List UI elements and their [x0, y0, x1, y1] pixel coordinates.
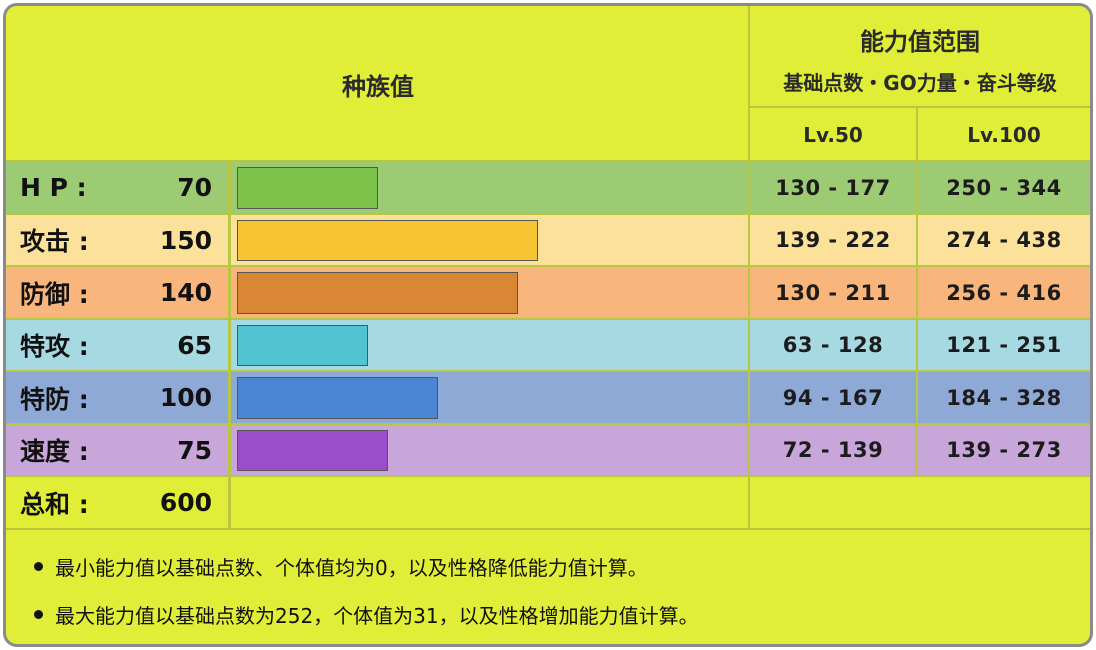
stat-row-label: 攻击 : 150: [6, 215, 228, 265]
stats-table: 种族值 能力值范围 基础点数・GO力量・奋斗等级 Lv.50 Lv.100 H …: [3, 3, 1093, 647]
divider: [6, 370, 1090, 372]
stat-name: 防御 :: [20, 279, 89, 309]
stat-bar-cell: [231, 320, 748, 370]
divider: [750, 106, 1090, 108]
base-stats-header-label: 种族值: [342, 72, 414, 101]
divider: [6, 160, 1090, 162]
stat-range-title: 能力值范围: [860, 28, 980, 56]
stat-bar-cell: [231, 215, 748, 265]
divider: [748, 6, 750, 528]
divider: [6, 265, 1090, 267]
bullet-icon: [34, 562, 43, 571]
note-max-text: 最大能力值以基础点数为252，个体值为31，以及性格增加能力值计算。: [55, 604, 699, 628]
lv50-range: 72 - 139: [750, 425, 916, 475]
lv100-range: 121 - 251: [918, 320, 1090, 370]
stat-range-subtitle: 基础点数・GO力量・奋斗等级: [783, 71, 1057, 95]
stat-row-label: H P : 70: [6, 162, 228, 213]
total-label: 总和 :: [20, 489, 89, 519]
stat-bar: [237, 325, 368, 366]
note-min-text: 最小能力值以基础点数、个体值均为0，以及性格降低能力值计算。: [55, 556, 648, 580]
stat-bar-cell: [231, 162, 748, 213]
lv100-range: 184 - 328: [918, 372, 1090, 423]
divider: [6, 423, 1090, 425]
stat-row-label: 速度 : 75: [6, 425, 228, 475]
divider: [916, 106, 918, 476]
base-stats-header: 种族值: [6, 6, 750, 162]
lv50-header: Lv.50: [750, 108, 916, 162]
note-max: 最大能力值以基础点数为252，个体值为31，以及性格增加能力值计算。: [34, 600, 699, 629]
stat-bar: [237, 377, 438, 419]
bullet-icon: [34, 610, 43, 619]
stat-bar-cell: [231, 425, 748, 475]
stat-bar-cell: [231, 372, 748, 423]
lv100-header-label: Lv.100: [967, 123, 1041, 147]
lv100-range: 256 - 416: [918, 267, 1090, 318]
stat-row-label: 特攻 : 65: [6, 320, 228, 370]
stat-bar: [237, 430, 388, 471]
stat-name: 攻击 :: [20, 227, 89, 256]
stat-name: 特防 :: [20, 384, 89, 414]
total-value: 600: [159, 488, 212, 517]
lv50-range: 94 - 167: [750, 372, 916, 423]
stat-value: 100: [159, 383, 212, 412]
lv100-range: 250 - 344: [918, 162, 1090, 213]
divider: [6, 475, 1090, 477]
stat-bar: [237, 167, 378, 209]
stat-value: 65: [177, 330, 212, 360]
stat-range-header: 能力值范围 基础点数・GO力量・奋斗等级: [750, 6, 1090, 106]
stat-value: 150: [159, 225, 212, 255]
lv50-range: 130 - 211: [750, 267, 916, 318]
stat-value: 70: [177, 173, 212, 202]
stat-bar: [237, 272, 518, 314]
lv50-range: 63 - 128: [750, 320, 916, 370]
stat-row-label: 特防 : 100: [6, 372, 228, 423]
divider: [228, 162, 231, 528]
stat-value: 140: [159, 278, 212, 307]
stat-name: 特攻 :: [20, 332, 89, 361]
lv100-range: 139 - 273: [918, 425, 1090, 475]
note-min: 最小能力值以基础点数、个体值均为0，以及性格降低能力值计算。: [34, 552, 648, 581]
stat-value: 75: [177, 435, 212, 465]
stat-row-label: 防御 : 140: [6, 267, 228, 318]
divider: [6, 318, 1090, 320]
lv100-header: Lv.100: [918, 108, 1090, 162]
stat-bar: [237, 220, 538, 261]
stat-bar-cell: [231, 267, 748, 318]
lv100-range: 274 - 438: [918, 215, 1090, 265]
stat-name: 速度 :: [20, 437, 89, 466]
lv50-range: 139 - 222: [750, 215, 916, 265]
divider: [6, 528, 1090, 530]
lv50-header-label: Lv.50: [803, 123, 863, 147]
divider: [6, 213, 1090, 215]
lv50-range: 130 - 177: [750, 162, 916, 213]
total-row-label: 总和 : 600: [6, 477, 228, 528]
stat-name: H P :: [20, 173, 87, 202]
